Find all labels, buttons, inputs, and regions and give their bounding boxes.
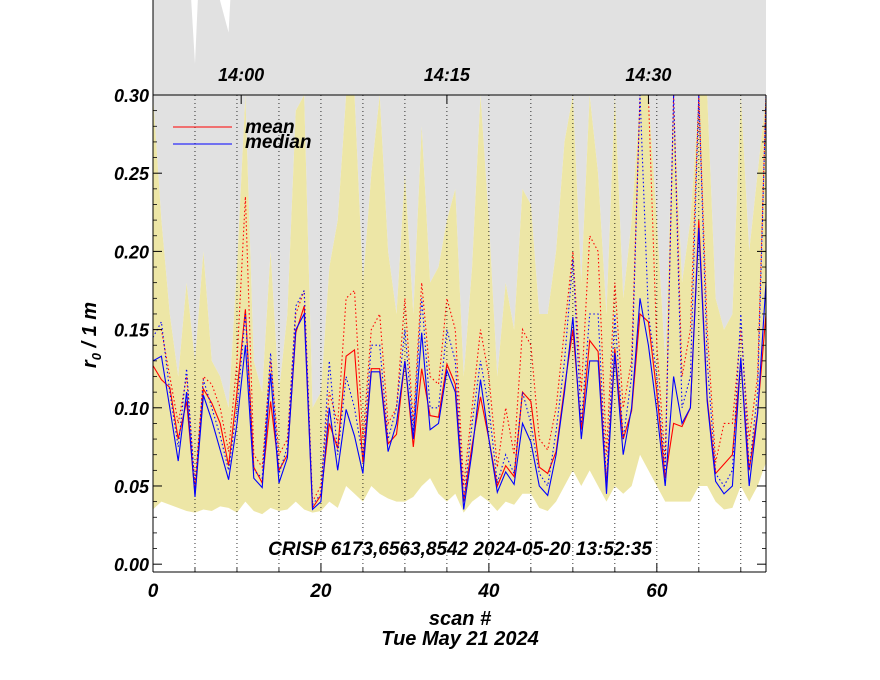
y-tick-label: 0.00 — [114, 555, 149, 575]
x-tick-label: 0 — [148, 581, 159, 602]
yellow-band — [153, 95, 766, 515]
top-time-label: 14:15 — [424, 65, 471, 85]
axis-ticks: 0.00 0.05 0.10 0.15 0.20 0.25 0.30 0 20 40 60 14:00… — [114, 65, 766, 602]
y-tick-label: 0.10 — [114, 399, 149, 419]
series-median-dotted — [153, 94, 766, 507]
svg-text:r0 / 1 m: r0 / 1 m — [79, 302, 104, 368]
x-tick-label: 40 — [477, 581, 500, 602]
legend: mean median — [173, 117, 312, 153]
uncertainty-bands — [153, 0, 766, 515]
y-axis-title-rest: / 1 m — [79, 302, 101, 353]
x-tick-label: 60 — [646, 581, 668, 602]
legend-mean-label: mean — [245, 117, 295, 138]
x-axis-title: scan # — [429, 608, 492, 630]
legend-median-label: median — [245, 132, 312, 153]
y-tick-label: 0.15 — [114, 321, 150, 341]
top-time-label: 14:30 — [625, 65, 671, 85]
y-tick-label: 0.25 — [114, 164, 150, 184]
top-time-label: 14:00 — [218, 65, 264, 85]
data-series — [153, 94, 766, 511]
y-axis-title-r: r — [79, 359, 101, 368]
y-tick-label: 0.05 — [114, 477, 150, 497]
y-tick-label: 0.30 — [114, 86, 149, 106]
y-axis-title-sub: 0 — [89, 352, 104, 360]
date-label: Tue May 21 2024 — [381, 628, 539, 650]
instrument-annotation: CRISP 6173,6563,8542 2024-05-20 13:52:35 — [268, 539, 652, 560]
series-mean-dotted — [153, 94, 766, 504]
x-tick-label: 20 — [309, 581, 332, 602]
y-tick-label: 0.20 — [114, 242, 149, 262]
y-axis-title: r0 / 1 m — [79, 302, 104, 368]
series-median — [153, 227, 766, 511]
series-mean — [153, 220, 766, 510]
grey-band — [153, 0, 766, 408]
